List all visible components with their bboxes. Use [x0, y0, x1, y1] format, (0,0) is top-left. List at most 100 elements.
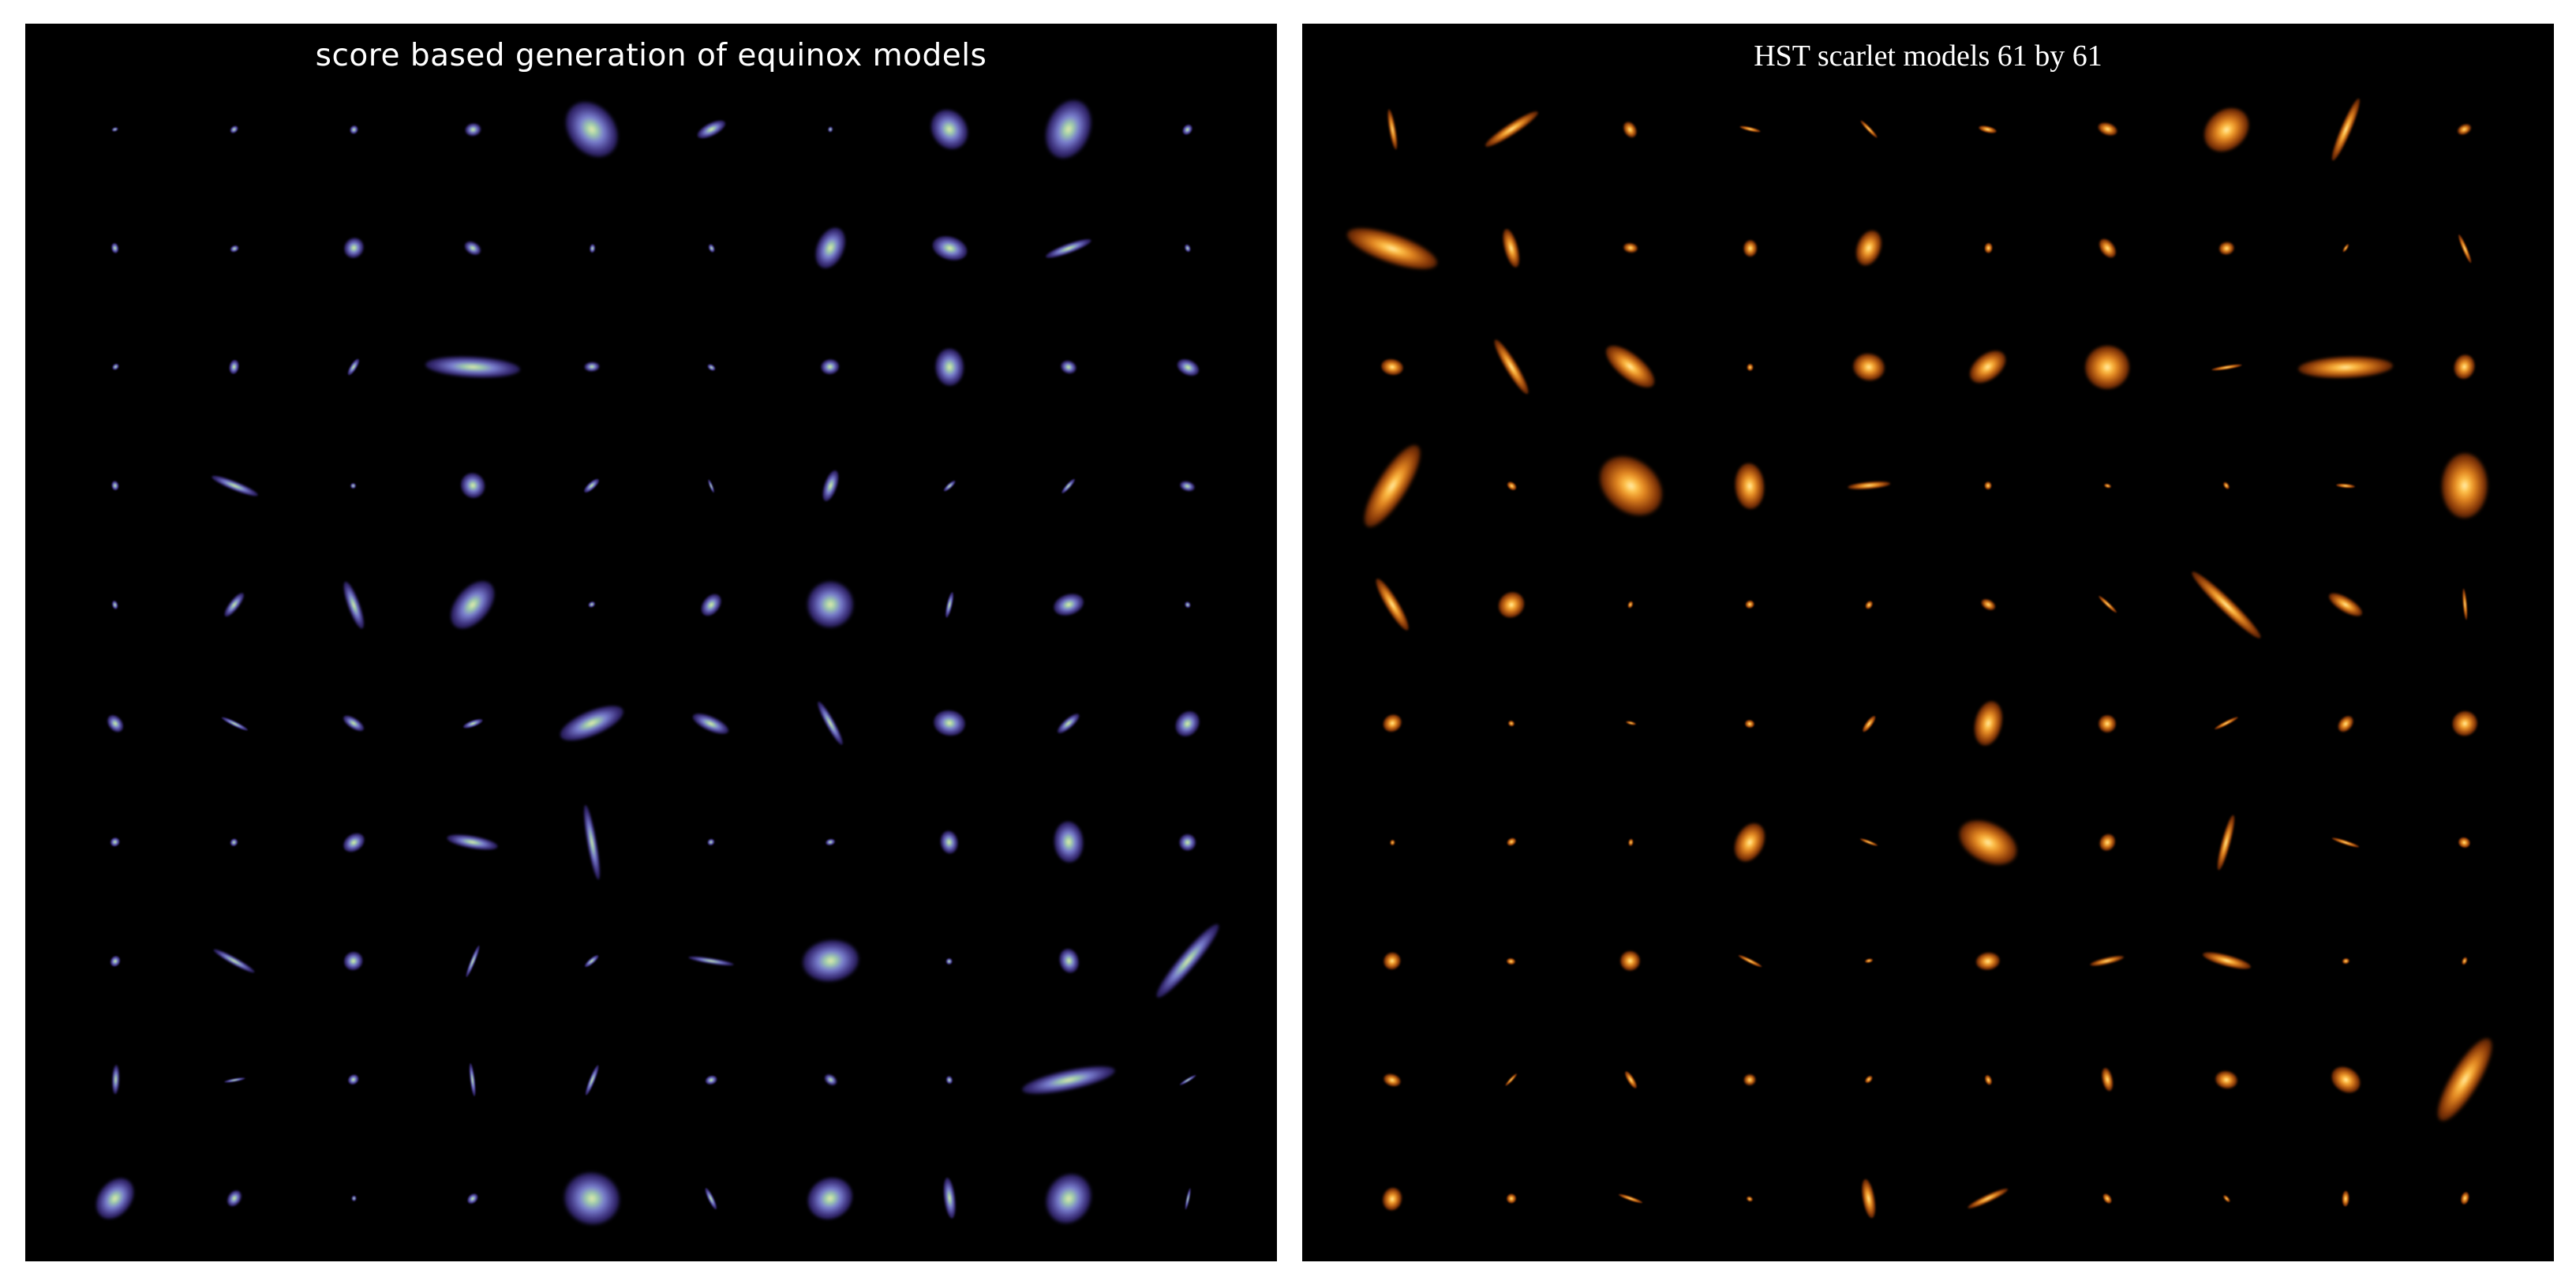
galaxy-thumbnail: [1184, 600, 1192, 609]
galaxy-thumbnail: [2096, 830, 2118, 854]
galaxy-thumbnail: [350, 1195, 357, 1202]
galaxy-thumbnail: [1506, 957, 1517, 965]
galaxy-thumbnail: [822, 1072, 839, 1088]
galaxy-thumbnail: [814, 699, 846, 747]
galaxy-thumbnail: [1020, 1060, 1118, 1100]
galaxy-thumbnail: [2456, 233, 2473, 264]
galaxy-thumbnail: [1964, 344, 2012, 390]
galaxy-thumbnail: [465, 1191, 481, 1206]
galaxy-thumbnail: [1178, 832, 1198, 852]
galaxy-thumbnail: [2297, 354, 2394, 380]
galaxy-thumbnail: [1623, 242, 1638, 254]
galaxy-thumbnail: [464, 944, 481, 978]
galaxy-thumbnail: [1037, 93, 1100, 166]
galaxy-thumbnail: [2222, 481, 2231, 491]
galaxy-thumbnail: [945, 957, 953, 965]
galaxy-thumbnail: [2456, 122, 2473, 137]
galaxy-thumbnail: [2211, 362, 2242, 372]
galaxy-thumbnail: [1060, 477, 1076, 495]
galaxy-thumbnail: [350, 482, 358, 489]
galaxy-thumbnail: [1059, 358, 1078, 376]
galaxy-thumbnail: [1728, 818, 1771, 867]
hst-panel: HST scarlet models 61 by 61: [1302, 24, 2554, 1261]
galaxy-thumbnail: [2095, 235, 2119, 261]
galaxy-thumbnail: [1181, 122, 1195, 137]
galaxy-thumbnail: [103, 711, 127, 736]
galaxy-thumbnail: [706, 837, 717, 847]
galaxy-thumbnail: [1493, 586, 1530, 623]
galaxy-thumbnail: [706, 478, 716, 493]
galaxy-thumbnail: [339, 234, 368, 263]
galaxy-thumbnail: [1054, 710, 1083, 736]
galaxy-thumbnail: [339, 829, 368, 856]
galaxy-thumbnail: [583, 953, 601, 969]
galaxy-thumbnail: [2457, 835, 2473, 849]
galaxy-thumbnail: [2103, 482, 2111, 489]
galaxy-thumbnail: [556, 699, 628, 748]
galaxy-thumbnail: [446, 831, 500, 853]
galaxy-thumbnail: [588, 243, 596, 253]
galaxy-thumbnail: [1037, 1166, 1100, 1231]
galaxy-thumbnail: [2098, 714, 2117, 732]
galaxy-thumbnail: [1618, 1192, 1643, 1205]
galaxy-thumbnail: [88, 1171, 142, 1227]
galaxy-thumbnail: [1859, 119, 1879, 140]
galaxy-thumbnail: [1847, 480, 1891, 492]
galaxy-thumbnail: [212, 946, 257, 976]
galaxy-thumbnail: [942, 479, 957, 493]
galaxy-thumbnail: [339, 579, 368, 630]
galaxy-thumbnail: [923, 103, 975, 156]
galaxy-thumbnail: [809, 223, 852, 274]
galaxy-thumbnail: [1050, 590, 1087, 620]
hst-galaxy-grid: [1302, 24, 2554, 1261]
galaxy-thumbnail: [462, 717, 484, 730]
galaxy-thumbnail: [1504, 1072, 1518, 1088]
galaxy-thumbnail: [584, 362, 600, 373]
galaxy-thumbnail: [1587, 444, 1674, 528]
galaxy-thumbnail: [1178, 1073, 1197, 1087]
galaxy-thumbnail: [800, 1170, 860, 1227]
galaxy-thumbnail: [209, 472, 260, 500]
galaxy-thumbnail: [1184, 1187, 1192, 1210]
galaxy-thumbnail: [108, 953, 122, 968]
galaxy-thumbnail: [2428, 1032, 2502, 1128]
galaxy-thumbnail: [1744, 718, 1755, 729]
galaxy-thumbnail: [1746, 1195, 1754, 1202]
galaxy-thumbnail: [1179, 479, 1196, 493]
galaxy-thumbnail: [1482, 107, 1541, 152]
galaxy-thumbnail: [425, 354, 521, 380]
galaxy-thumbnail: [938, 829, 960, 856]
galaxy-thumbnail: [1733, 462, 1766, 510]
galaxy-thumbnail: [1625, 720, 1636, 727]
galaxy-thumbnail: [2334, 712, 2357, 735]
galaxy-thumbnail: [1385, 108, 1399, 151]
galaxy-thumbnail: [462, 238, 484, 258]
galaxy-thumbnail: [1969, 699, 2007, 748]
galaxy-thumbnail: [2081, 342, 2133, 392]
galaxy-thumbnail: [2200, 949, 2252, 973]
galaxy-thumbnail: [111, 599, 119, 610]
galaxy-thumbnail: [582, 477, 601, 495]
galaxy-thumbnail: [2342, 957, 2350, 965]
galaxy-thumbnail: [703, 1186, 719, 1211]
galaxy-thumbnail: [110, 1065, 120, 1095]
galaxy-thumbnail: [1354, 437, 1430, 534]
galaxy-thumbnail: [2327, 96, 2364, 163]
galaxy-thumbnail: [818, 468, 842, 504]
galaxy-thumbnail: [931, 708, 968, 739]
galaxy-thumbnail: [110, 362, 120, 372]
galaxy-thumbnail: [695, 117, 728, 142]
galaxy-thumbnail: [799, 572, 862, 636]
galaxy-thumbnail: [1380, 711, 1405, 736]
galaxy-thumbnail: [697, 590, 725, 620]
galaxy-thumbnail: [228, 359, 241, 375]
galaxy-thumbnail: [1859, 837, 1878, 848]
galaxy-thumbnail: [1979, 597, 1998, 613]
galaxy-thumbnail: [2101, 1192, 2114, 1205]
galaxy-thumbnail: [2325, 589, 2366, 621]
galaxy-thumbnail: [2089, 953, 2125, 968]
galaxy-thumbnail: [1852, 227, 1886, 270]
galaxy-thumbnail: [1056, 946, 1081, 976]
galaxy-thumbnail: [1744, 599, 1755, 610]
galaxy-thumbnail: [229, 243, 240, 253]
